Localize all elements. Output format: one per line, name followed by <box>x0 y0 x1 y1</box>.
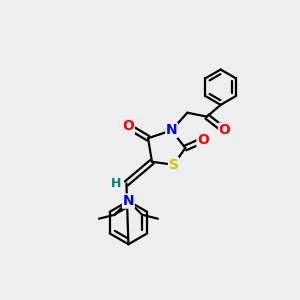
Text: N: N <box>166 123 177 137</box>
Text: O: O <box>197 133 209 147</box>
Text: O: O <box>219 123 230 137</box>
Text: N: N <box>123 194 134 208</box>
Text: H: H <box>110 177 121 190</box>
Text: O: O <box>122 119 134 134</box>
Text: S: S <box>169 158 178 172</box>
